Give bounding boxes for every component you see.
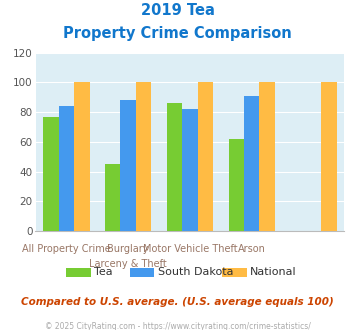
Text: Arson: Arson: [238, 244, 266, 254]
Bar: [244, 96, 260, 231]
Bar: [167, 103, 182, 231]
Text: 2019 Tea: 2019 Tea: [141, 3, 214, 18]
Bar: [74, 82, 89, 231]
Bar: [105, 164, 120, 231]
Bar: [182, 109, 198, 231]
Bar: [59, 106, 74, 231]
Bar: [136, 82, 151, 231]
Text: All Property Crime: All Property Crime: [22, 244, 111, 254]
Text: Burglary: Burglary: [108, 244, 149, 254]
Bar: [260, 82, 275, 231]
Bar: [229, 139, 244, 231]
Text: Motor Vehicle Theft: Motor Vehicle Theft: [143, 244, 237, 254]
Bar: [120, 100, 136, 231]
Text: South Dakota: South Dakota: [158, 267, 234, 277]
Text: © 2025 CityRating.com - https://www.cityrating.com/crime-statistics/: © 2025 CityRating.com - https://www.city…: [45, 322, 310, 330]
Bar: [43, 116, 59, 231]
Text: Tea: Tea: [94, 267, 113, 277]
Text: Property Crime Comparison: Property Crime Comparison: [63, 26, 292, 41]
Bar: [198, 82, 213, 231]
Bar: [321, 82, 337, 231]
Text: National: National: [250, 267, 297, 277]
Text: Compared to U.S. average. (U.S. average equals 100): Compared to U.S. average. (U.S. average …: [21, 297, 334, 307]
Text: Larceny & Theft: Larceny & Theft: [89, 259, 167, 269]
